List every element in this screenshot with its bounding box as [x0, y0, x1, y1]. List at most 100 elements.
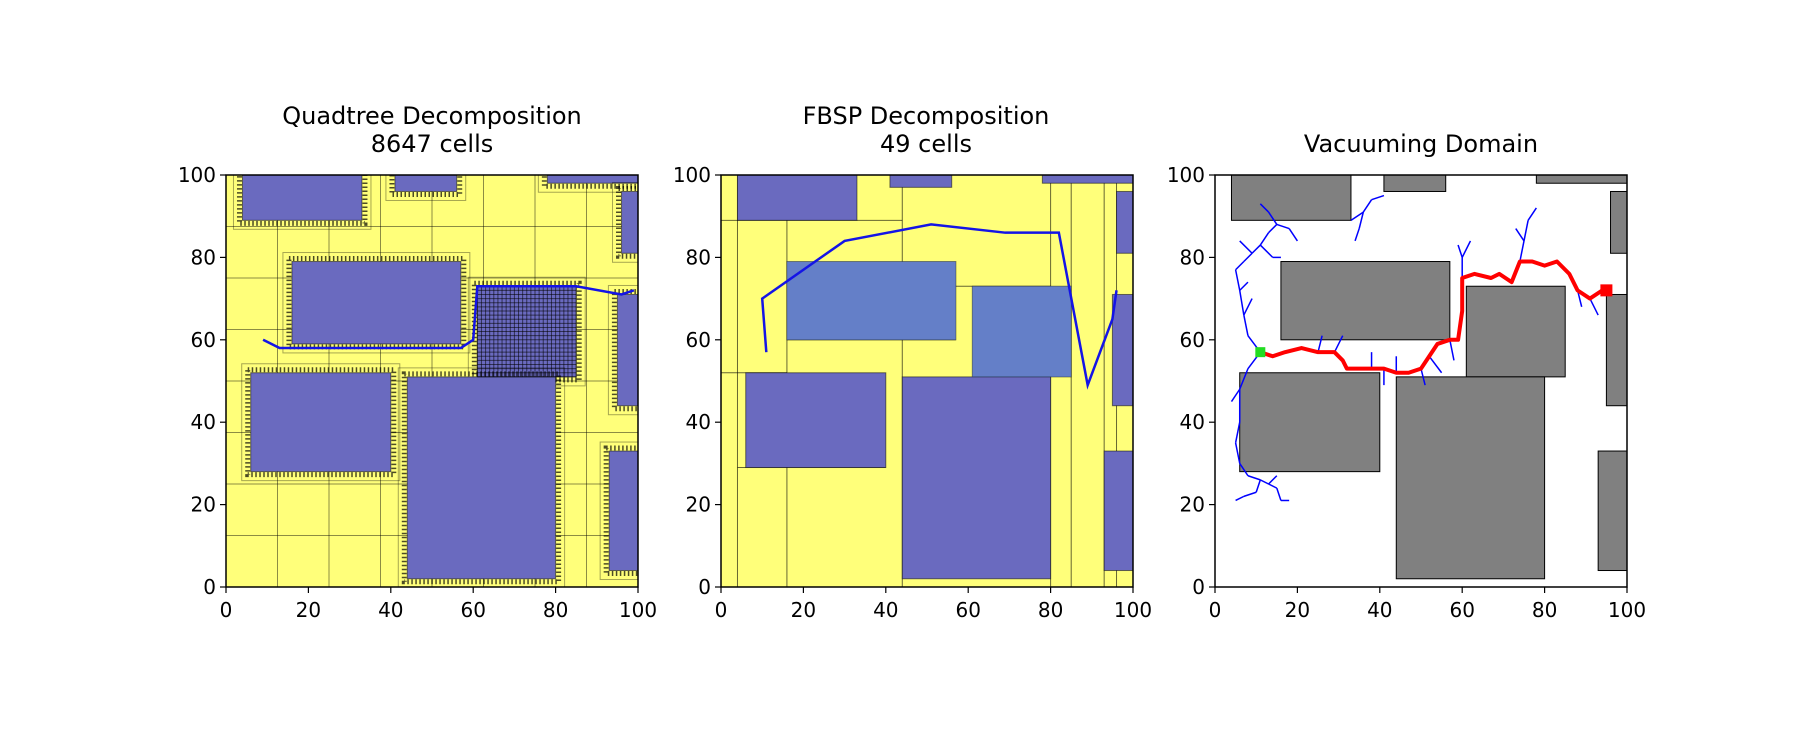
- vacuuming-plot-area: 0 20 40 60 80 100 0 20 40 60 80 100: [1167, 163, 1646, 622]
- tree-edge: [1333, 335, 1344, 353]
- tree-edge: [1267, 211, 1278, 225]
- y-tick-label: 80: [191, 245, 216, 269]
- tree-edge: [1276, 223, 1290, 230]
- fine-cells: [603, 445, 638, 577]
- tree-edge: [1268, 483, 1278, 489]
- x-tick-label: 40: [1367, 598, 1392, 622]
- quadtree-subtitle: 8647 cells: [371, 130, 494, 158]
- tree-edge: [1234, 269, 1241, 291]
- fine-cells: [471, 280, 582, 383]
- tree-edge: [1589, 298, 1599, 316]
- fbsp-title: FBSP Decomposition: [803, 102, 1050, 130]
- tree-edge: [1350, 211, 1364, 221]
- tree-edge: [1239, 462, 1249, 477]
- y-tick-label: 40: [191, 410, 216, 434]
- x-tick-label: 0: [715, 598, 728, 622]
- plot-content: [226, 175, 638, 587]
- cell-border: [599, 441, 638, 581]
- tree-edge: [1457, 244, 1463, 258]
- cell-border: [537, 175, 638, 193]
- x-tick-label: 100: [1114, 598, 1152, 622]
- axes-frame: [1214, 174, 1628, 588]
- tree-edge: [1523, 220, 1529, 242]
- x-tick-label: 0: [1209, 598, 1222, 622]
- tree-edge: [1247, 475, 1261, 481]
- tree-edge: [1235, 260, 1245, 271]
- tree-edge: [1230, 388, 1241, 403]
- cell-border: [607, 284, 638, 416]
- obstacle: [1610, 190, 1627, 254]
- obstacle-cell: [621, 190, 638, 254]
- tree-edge: [1428, 355, 1443, 374]
- y-tick-label: 60: [1180, 328, 1205, 352]
- y-tick-label: 80: [686, 245, 711, 269]
- fbsp-panel: FBSP Decomposition 49 cells 0 20 40 60 80 100…: [673, 102, 1152, 622]
- tree-edge: [1268, 475, 1278, 485]
- tree-edge: [1259, 479, 1269, 485]
- quadtree-plot-area: 0 20 40 60 80 100 0 20 40 60 80 100: [178, 163, 657, 622]
- axes-frame: [225, 174, 639, 588]
- tree-edge: [1239, 240, 1253, 254]
- x-tick-label: 80: [1038, 598, 1063, 622]
- tree-edge: [1238, 290, 1245, 316]
- fine-cells: [389, 175, 463, 197]
- y-tick-label: 20: [686, 493, 711, 517]
- tree-edge: [1317, 335, 1323, 353]
- tree-edge: [1449, 339, 1455, 361]
- obstacle-cell: [1041, 175, 1133, 184]
- x-tick-label: 60: [955, 598, 980, 622]
- fbsp-plot-area: 0 20 40 60 80 100 0 20 40 60 80 100: [673, 163, 1152, 622]
- cell-border: [282, 252, 471, 354]
- obstacle: [1535, 175, 1627, 184]
- tree-edge: [1234, 442, 1241, 464]
- x-tick-label: 80: [543, 598, 568, 622]
- obstacle-cell: [608, 450, 638, 572]
- tree-edge: [1235, 495, 1245, 502]
- dense-cells: [476, 285, 577, 378]
- planned-path: [760, 223, 1118, 390]
- x-tick-label: 40: [378, 598, 403, 622]
- start-marker: [1255, 347, 1266, 358]
- vacuuming-title: Vacuuming Domain: [1304, 130, 1538, 158]
- y-tick-label: 20: [1180, 493, 1205, 517]
- obstacle-cell: [901, 376, 1052, 580]
- x-tick-label: 80: [1532, 598, 1557, 622]
- obstacle: [1597, 450, 1627, 572]
- tree-edge: [1527, 207, 1537, 221]
- x-tick-label: 0: [220, 598, 233, 622]
- obstacle: [1465, 285, 1566, 378]
- cell-border: [241, 363, 401, 482]
- obstacle-cell: [736, 175, 858, 221]
- obstacle-cell: [889, 175, 953, 188]
- x-tick-label: 20: [791, 598, 816, 622]
- tree-edge: [1259, 232, 1270, 246]
- tree-edge: [1243, 298, 1253, 316]
- obstacle-cell: [1103, 450, 1133, 572]
- vacuuming-panel: Vacuuming Domain 0 20 40 60 80 100 0 20 40 60 80 10…: [1167, 130, 1646, 622]
- obstacle-cell: [291, 261, 462, 345]
- tree-edge: [1255, 479, 1262, 493]
- overlap-cell: [786, 261, 956, 340]
- y-tick-label: 20: [191, 493, 216, 517]
- quadtree-title: Quadtree Decomposition: [282, 102, 582, 130]
- obstacle-cell: [250, 372, 392, 473]
- tree-edge: [1288, 228, 1299, 242]
- obstacle: [1383, 175, 1447, 192]
- tree-edge: [1519, 240, 1525, 262]
- y-tick-label: 0: [698, 575, 711, 599]
- obstacle-cell: [745, 372, 887, 469]
- y-tick-label: 60: [686, 328, 711, 352]
- tree-edge: [1371, 194, 1385, 201]
- planned-path: [262, 284, 635, 350]
- obstacle: [1280, 261, 1451, 341]
- tree-edge: [1515, 228, 1525, 242]
- tree-edge: [1243, 252, 1253, 263]
- tree-edge: [1259, 244, 1274, 258]
- tree-edge: [1243, 491, 1257, 498]
- y-tick-label: 100: [178, 163, 216, 187]
- obstacle: [1605, 293, 1627, 407]
- x-tick-label: 20: [1285, 598, 1310, 622]
- x-tick-label: 20: [296, 598, 321, 622]
- y-tick-label: 100: [1167, 163, 1205, 187]
